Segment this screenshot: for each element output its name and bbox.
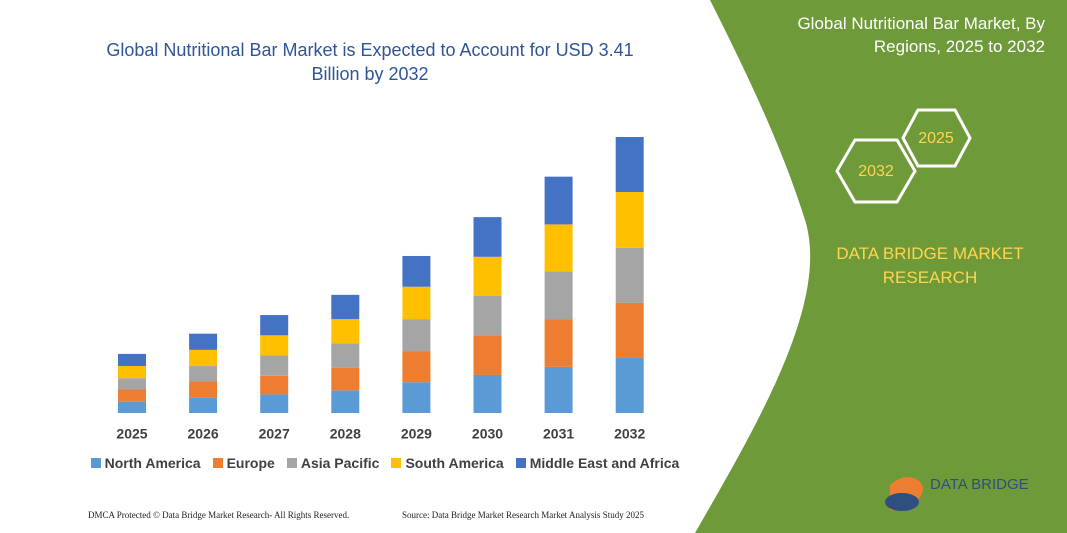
bar-segment <box>260 335 289 356</box>
hex-label: 2032 <box>858 163 894 180</box>
legend-label: Europe <box>226 455 275 471</box>
legend-item: South America <box>391 455 504 471</box>
bar-segment <box>402 286 431 320</box>
bar-segment <box>615 247 644 303</box>
bar-segment <box>331 367 360 391</box>
bar-segment <box>473 335 502 375</box>
legend-swatch <box>391 458 402 468</box>
panel-title: Global Nutritional Bar Market, By Region… <box>797 14 1045 56</box>
x-tick-label: 2032 <box>614 426 645 442</box>
legend-item: Europe <box>212 455 275 471</box>
bar-segment <box>544 224 573 272</box>
legend-swatch <box>515 458 526 468</box>
bar-segment <box>118 401 146 413</box>
bar-segment <box>331 294 360 320</box>
brand: DATA BRIDGE MARKET RESEARCH <box>836 244 1024 287</box>
bar-segment <box>189 333 218 350</box>
bar-segment <box>544 319 573 367</box>
bar-segment <box>260 315 289 336</box>
footer-right: Source: Data Bridge Market Research Mark… <box>402 510 644 520</box>
bar-segment <box>118 389 146 402</box>
hexagon <box>901 108 972 168</box>
legend-item: Middle East and Africa <box>515 455 680 471</box>
legend-swatch <box>212 458 223 468</box>
bar-segment <box>544 366 573 413</box>
bar-segment <box>189 397 218 413</box>
bar-segment <box>189 366 218 382</box>
bar-segment <box>331 343 360 368</box>
bar-segment <box>473 374 502 413</box>
hex-label: 2025 <box>918 130 954 147</box>
bar-segment <box>189 349 218 367</box>
legend-item: North America <box>90 455 201 471</box>
legend-swatch <box>90 458 101 468</box>
footer-left: DMCA Protected © Data Bridge Market Rese… <box>88 510 350 520</box>
bar-segment <box>473 256 502 296</box>
x-tick-label: 2031 <box>543 426 574 442</box>
bar-segment <box>615 302 644 358</box>
bar-segment <box>118 366 146 379</box>
legend-label: South America <box>405 455 504 471</box>
legend-label: Middle East and Africa <box>529 455 680 471</box>
bar-segment <box>260 375 289 395</box>
bar-segment <box>331 390 360 413</box>
legend-item: Asia Pacific <box>286 455 380 471</box>
x-tick-label: 2029 <box>401 426 432 442</box>
bar-segment <box>473 217 502 257</box>
logo-text: DATA BRIDGE <box>930 476 1029 493</box>
chart-title: Global Nutritional Bar Market is Expecte… <box>106 40 634 84</box>
legend-swatch <box>286 458 297 468</box>
x-tick-label: 2025 <box>116 426 147 442</box>
x-tick-label: 2028 <box>330 426 361 442</box>
x-tick-label: 2030 <box>472 426 503 442</box>
bar-segment <box>615 192 644 248</box>
logo-icon <box>885 493 919 511</box>
x-tick-label: 2026 <box>188 426 219 442</box>
x-tick-label: 2027 <box>259 426 290 442</box>
bar-segment <box>402 382 431 413</box>
hexagon <box>835 138 917 204</box>
bar-segment <box>402 255 431 287</box>
bar-segment <box>118 353 146 367</box>
bar-segment <box>402 351 431 383</box>
bar-segment <box>615 357 644 413</box>
bar-segment <box>615 137 644 193</box>
legend: North America Europe Asia Pacific South Ame… <box>60 455 710 471</box>
bar-segment <box>118 378 146 390</box>
bar-segment <box>544 176 573 225</box>
bar-segment <box>189 381 218 398</box>
legend-label: Asia Pacific <box>300 455 380 471</box>
bar-segment <box>331 319 360 344</box>
bar-segment <box>473 295 502 336</box>
bar-segment <box>544 271 573 320</box>
legend-label: North America <box>104 455 201 471</box>
bar-segment <box>260 355 289 376</box>
green-panel <box>695 0 1067 533</box>
bar-segment <box>402 319 431 352</box>
bar-segment <box>260 394 289 413</box>
